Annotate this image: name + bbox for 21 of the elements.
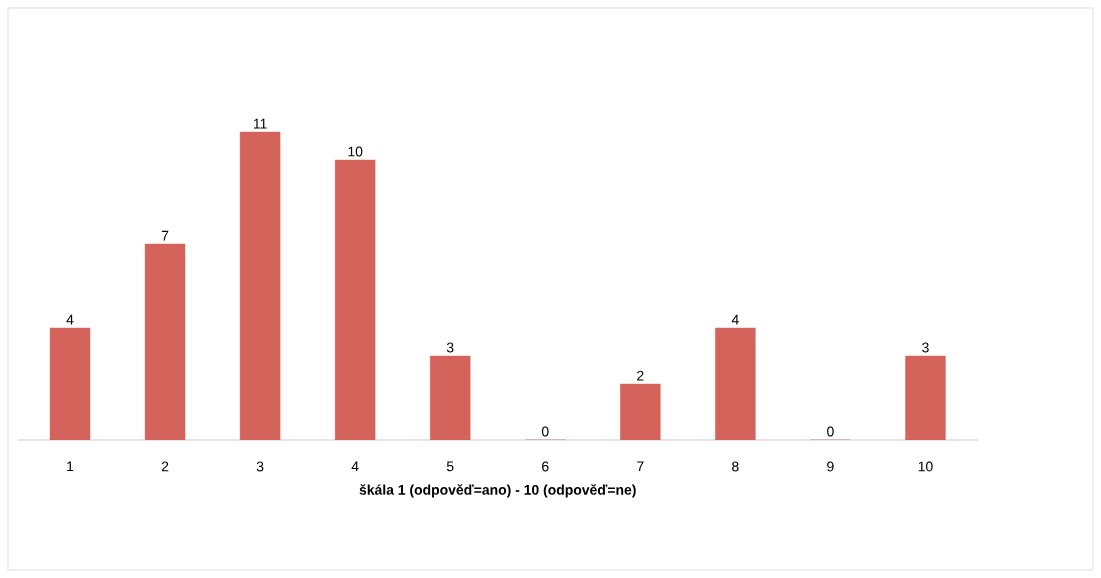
data-label: 3 <box>922 342 929 353</box>
data-label: 3 <box>446 342 454 353</box>
data-label: 11 <box>253 118 267 129</box>
x-tick-label: 10 <box>918 461 933 472</box>
x-tick-label: 2 <box>161 461 169 472</box>
data-label: 2 <box>637 370 644 381</box>
data-label: 4 <box>66 314 74 325</box>
data-label: 4 <box>731 314 739 325</box>
data-label: 0 <box>827 426 834 437</box>
x-tick-label: 4 <box>351 461 359 472</box>
data-label: 0 <box>541 426 549 437</box>
data-label: 10 <box>348 146 363 157</box>
x-tick-label: 3 <box>256 461 264 472</box>
x-axis-title: škála 1 (odpověď=ano) - 10 (odpověď=ne) <box>359 484 636 498</box>
x-tick-label: 5 <box>446 461 454 472</box>
x-tick-label: 8 <box>732 461 739 472</box>
x-tick-label: 9 <box>827 461 834 472</box>
x-tick-label: 6 <box>542 461 549 472</box>
data-label: 7 <box>161 230 169 241</box>
x-tick-label: 7 <box>637 461 644 472</box>
x-tick-label: 1 <box>67 461 74 472</box>
